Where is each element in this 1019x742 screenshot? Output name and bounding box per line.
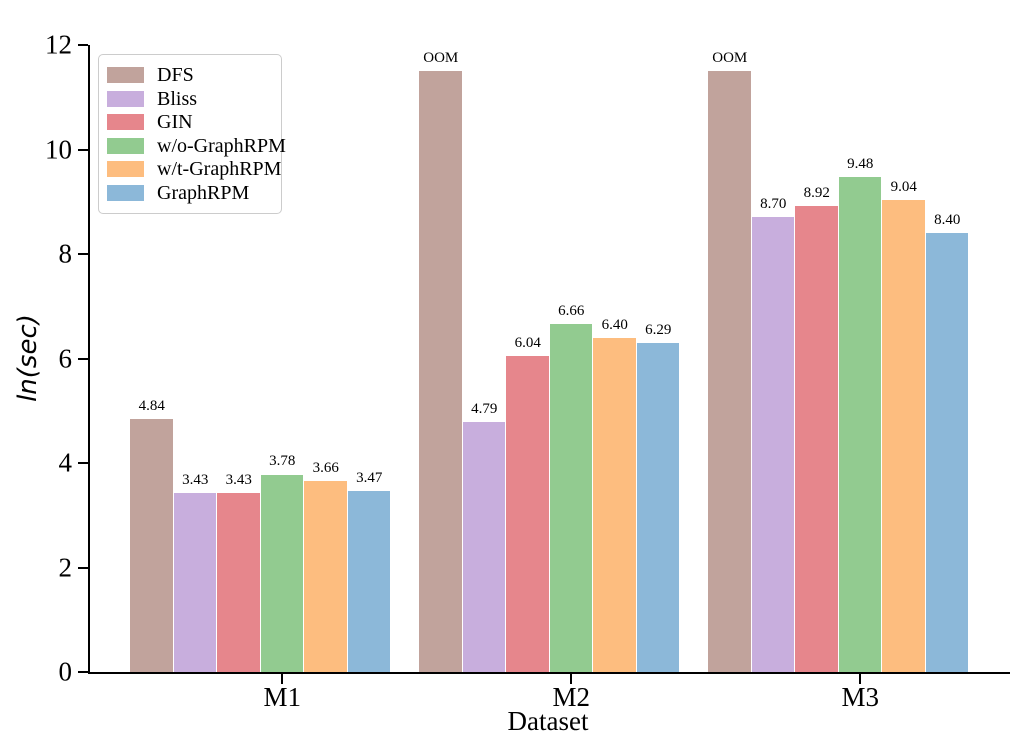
x-axis-label: Dataset bbox=[507, 706, 589, 736]
plot-area: DFS Bliss GIN w/o-GraphRPM w/t-GraphRPM Graph… bbox=[45, 31, 1010, 711]
legend: DFS Bliss GIN w/o-GraphRPM w/t-GraphRPM Graph… bbox=[98, 54, 286, 214]
y-tick-mark bbox=[78, 671, 88, 673]
bar-value-label: 6.04 bbox=[514, 335, 541, 352]
y-tick-mark bbox=[78, 357, 88, 360]
bar-value-label: 6.40 bbox=[601, 316, 628, 333]
y-tick-mark bbox=[78, 44, 88, 46]
bar-Bliss-M1 bbox=[173, 492, 216, 672]
y-tick-mark bbox=[78, 462, 88, 464]
legend-swatch bbox=[107, 137, 144, 154]
legend-label: DFS bbox=[157, 64, 194, 86]
bar-DFS-M1 bbox=[130, 419, 173, 672]
legend-label: Bliss bbox=[157, 87, 198, 110]
x-tick-label: M2 bbox=[552, 682, 591, 712]
bar-w/t-GraphRPM-M2 bbox=[593, 337, 636, 672]
bar-value-label: 3.43 bbox=[225, 471, 252, 488]
x-tick-label: M1 bbox=[263, 682, 302, 712]
legend-swatch bbox=[107, 67, 144, 83]
y-tick-label: 10 bbox=[45, 134, 72, 164]
bar-GIN-M3 bbox=[795, 205, 838, 672]
bar-w/t-GraphRPM-M1 bbox=[304, 480, 347, 672]
bar-value-label: 4.79 bbox=[471, 400, 498, 417]
legend-label: GIN bbox=[157, 111, 193, 134]
legend-item-DFS: DFS bbox=[107, 64, 271, 86]
bar-value-label: 8.40 bbox=[934, 212, 961, 229]
legend-item-Bliss: Bliss bbox=[107, 88, 271, 110]
legend-swatch bbox=[107, 184, 144, 201]
legend-item-w/o-GraphRPM: w/o-GraphRPM bbox=[107, 135, 286, 157]
bar-value-label: 4.84 bbox=[138, 398, 165, 415]
x-tick-label: M3 bbox=[841, 682, 880, 712]
bar-value-label: 3.78 bbox=[269, 453, 296, 470]
y-tick-mark bbox=[78, 148, 88, 151]
y-tick-label: 4 bbox=[58, 447, 73, 478]
legend-label: GraphRPM bbox=[157, 181, 250, 204]
y-tick-label: 6 bbox=[58, 343, 73, 373]
legend-label: w/o-GraphRPM bbox=[157, 134, 286, 157]
bar-Bliss-M2 bbox=[462, 421, 505, 672]
bar-value-label: OOM bbox=[712, 50, 748, 67]
x-tick-mark bbox=[570, 674, 573, 684]
x-tick-mark bbox=[859, 674, 862, 684]
bar-value-label: 6.66 bbox=[558, 303, 585, 319]
y-tick-label: 2 bbox=[58, 552, 73, 582]
bar-value-label: 3.66 bbox=[312, 459, 339, 476]
legend-swatch bbox=[107, 114, 144, 131]
bar-DFS-M3 bbox=[708, 71, 751, 672]
legend-item-GIN: GIN bbox=[107, 111, 271, 133]
y-tick-label: 0 bbox=[58, 656, 73, 687]
legend-item-GraphRPM: GraphRPM bbox=[107, 182, 271, 204]
y-tick-mark bbox=[78, 566, 88, 569]
bar-value-label: OOM bbox=[423, 50, 459, 67]
bar-value-label: 8.70 bbox=[760, 196, 787, 213]
bar-w/t-GraphRPM-M3 bbox=[882, 199, 925, 672]
y-tick-label: 12 bbox=[45, 29, 72, 60]
y-axis-label: ln(sec) bbox=[13, 314, 43, 402]
legend-swatch bbox=[107, 90, 144, 107]
x-tick-mark bbox=[281, 674, 284, 684]
legend-label: w/t-GraphRPM bbox=[157, 158, 282, 181]
bar-GraphRPM-M2 bbox=[636, 343, 679, 672]
y-tick-label: 8 bbox=[58, 238, 73, 269]
bar-value-label: 3.47 bbox=[356, 469, 383, 486]
bar-value-label: 9.48 bbox=[847, 155, 874, 172]
bar-w/o-GraphRPM-M1 bbox=[260, 474, 303, 672]
bar-value-label: 6.29 bbox=[645, 322, 672, 339]
bar-Bliss-M3 bbox=[751, 217, 794, 672]
y-tick-mark bbox=[78, 253, 88, 255]
bar-value-label: 9.04 bbox=[890, 178, 917, 195]
bar-GIN-M1 bbox=[217, 492, 260, 672]
legend-item-w/t-GraphRPM: w/t-GraphRPM bbox=[107, 158, 281, 180]
legend-swatch bbox=[107, 161, 144, 178]
bar-w/o-GraphRPM-M3 bbox=[838, 176, 881, 672]
bar-w/o-GraphRPM-M2 bbox=[549, 324, 592, 672]
bar-GraphRPM-M1 bbox=[347, 490, 390, 672]
bar-value-label: 3.43 bbox=[182, 471, 209, 488]
bar-value-label: 8.92 bbox=[803, 184, 830, 201]
bar-GIN-M2 bbox=[506, 356, 549, 672]
bar-GraphRPM-M3 bbox=[925, 233, 968, 672]
bar-DFS-M2 bbox=[419, 71, 462, 672]
